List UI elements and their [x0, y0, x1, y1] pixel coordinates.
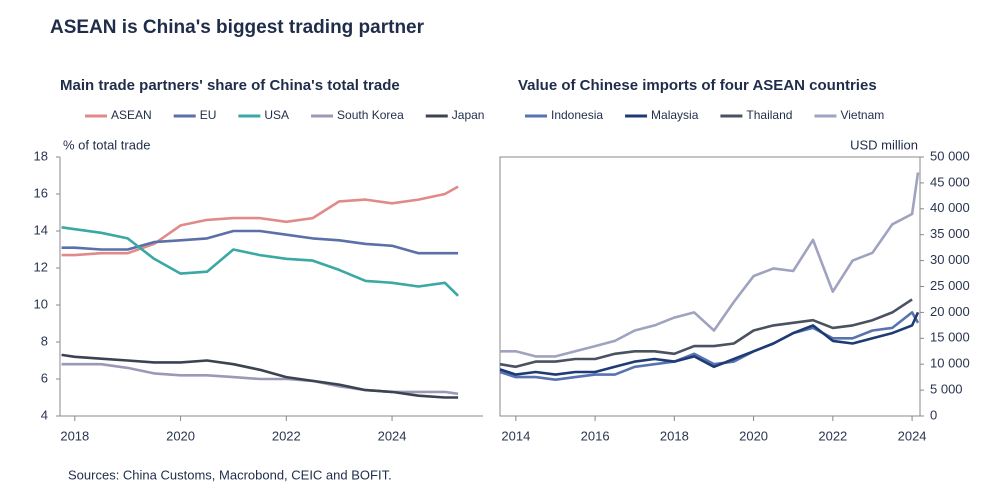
x-tick-label: 2024 — [378, 428, 407, 443]
chart-title: Main trade partners' share of China's to… — [60, 77, 400, 94]
legend-label: Japan — [452, 108, 485, 122]
y-tick-label: 10 000 — [930, 356, 970, 371]
series-line — [499, 311, 920, 381]
y-tick-label: 35 000 — [930, 226, 970, 241]
x-tick-label: 2022 — [272, 428, 301, 443]
y-axis-label: USD million — [850, 137, 918, 152]
source-note: Sources: China Customs, Macrobond, CEIC … — [68, 467, 392, 482]
x-tick-label: 2024 — [898, 428, 927, 443]
y-tick-label: 16 — [34, 185, 48, 200]
series-line — [500, 172, 920, 358]
chart-title: Value of Chinese imports of four ASEAN c… — [518, 77, 877, 94]
legend-label: Malaysia — [651, 108, 699, 122]
x-tick-label: 2016 — [581, 428, 610, 443]
x-tick-label: 2020 — [739, 428, 768, 443]
y-tick-label: 14 — [34, 222, 48, 237]
x-tick-label: 2014 — [501, 428, 530, 443]
series-line — [61, 226, 460, 297]
y-tick-label: 0 — [930, 407, 937, 422]
plot-frame — [499, 156, 921, 417]
y-tick-label: 15 000 — [930, 330, 970, 345]
y-axis-label: % of total trade — [63, 137, 150, 152]
legend-label: Vietnam — [840, 108, 884, 122]
legend-label: Thailand — [746, 108, 792, 122]
x-tick-label: 2020 — [166, 428, 195, 443]
legend-label: EU — [200, 108, 217, 122]
y-tick-label: 4 — [41, 407, 48, 422]
legend-label: Indonesia — [551, 108, 603, 122]
series-line — [499, 311, 920, 376]
legend-label: South Korea — [337, 108, 404, 122]
x-tick-label: 2018 — [660, 428, 689, 443]
legend-label: USA — [264, 108, 289, 122]
y-tick-label: 10 — [34, 296, 48, 311]
y-tick-label: 30 000 — [930, 252, 970, 267]
y-tick-label: 12 — [34, 259, 48, 274]
x-tick-label: 2022 — [818, 428, 847, 443]
y-tick-label: 8 — [41, 333, 48, 348]
y-tick-label: 40 000 — [930, 200, 970, 215]
y-tick-label: 6 — [41, 370, 48, 385]
y-tick-label: 25 000 — [930, 278, 970, 293]
y-tick-label: 45 000 — [930, 174, 970, 189]
y-tick-label: 50 000 — [930, 148, 970, 163]
legend-label: ASEAN — [111, 108, 152, 122]
y-tick-label: 20 000 — [930, 304, 970, 319]
series-line — [499, 298, 913, 369]
page-title: ASEAN is China's biggest trading partner — [50, 17, 425, 38]
series-line — [61, 185, 459, 257]
y-tick-label: 18 — [34, 148, 48, 163]
x-tick-label: 2018 — [60, 428, 89, 443]
series-line — [61, 353, 459, 399]
y-tick-label: 5 000 — [930, 382, 963, 397]
series-line — [61, 229, 459, 255]
